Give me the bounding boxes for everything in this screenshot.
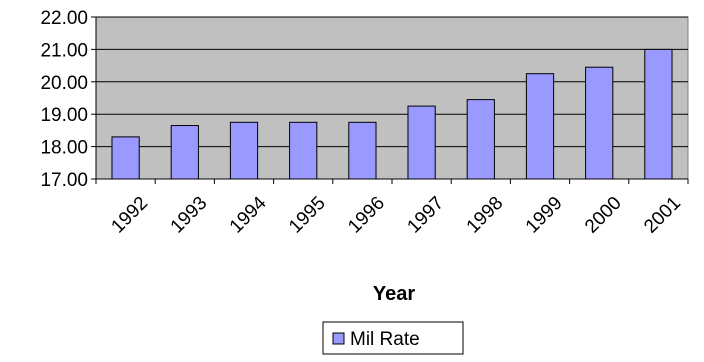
bars — [111, 48, 673, 180]
legend-swatch — [332, 332, 345, 345]
legend: Mil Rate — [322, 321, 464, 355]
y-tick-labels: 17.00 18.00 19.00 20.00 21.00 22.00 — [40, 8, 96, 191]
y-tick-label: 21.00 — [40, 40, 88, 61]
x-tick-label: 1993 — [167, 193, 212, 238]
bar-1992 — [111, 136, 140, 180]
x-axis-title: Year — [373, 283, 415, 305]
bar-1993 — [170, 125, 199, 180]
y-tick-label: 20.00 — [40, 73, 88, 94]
bar-1996 — [348, 121, 377, 180]
y-tick-label: 18.00 — [40, 138, 88, 159]
legend-box — [322, 321, 464, 355]
bar-1998 — [466, 99, 495, 180]
legend-label: Mil Rate — [350, 329, 420, 350]
x-tick-label: 1995 — [285, 193, 330, 238]
bar-2001 — [644, 48, 673, 180]
x-tick-label: 1998 — [463, 193, 508, 238]
bar-1995 — [289, 121, 318, 180]
bar-1997 — [407, 105, 436, 180]
x-tick-label: 2001 — [640, 193, 685, 238]
x-tick-label: 1992 — [107, 193, 152, 238]
x-tick-labels: 1992 1993 1994 1995 1996 1997 1998 1999 2000 2001 — [95, 179, 689, 238]
x-tick-label: 1994 — [226, 192, 271, 237]
x-tick-label: 1996 — [344, 193, 389, 238]
bar-2000 — [585, 66, 614, 180]
y-tick-label: 22.00 — [40, 8, 88, 29]
bar-1999 — [525, 73, 555, 180]
x-tick-label: 2000 — [581, 193, 626, 238]
y-tick-label: 19.00 — [40, 105, 88, 126]
x-tick-label: 1997 — [403, 193, 448, 238]
bar-1994 — [229, 121, 259, 180]
x-tick-label: 1999 — [522, 193, 567, 238]
y-tick-label: 17.00 — [40, 170, 88, 191]
